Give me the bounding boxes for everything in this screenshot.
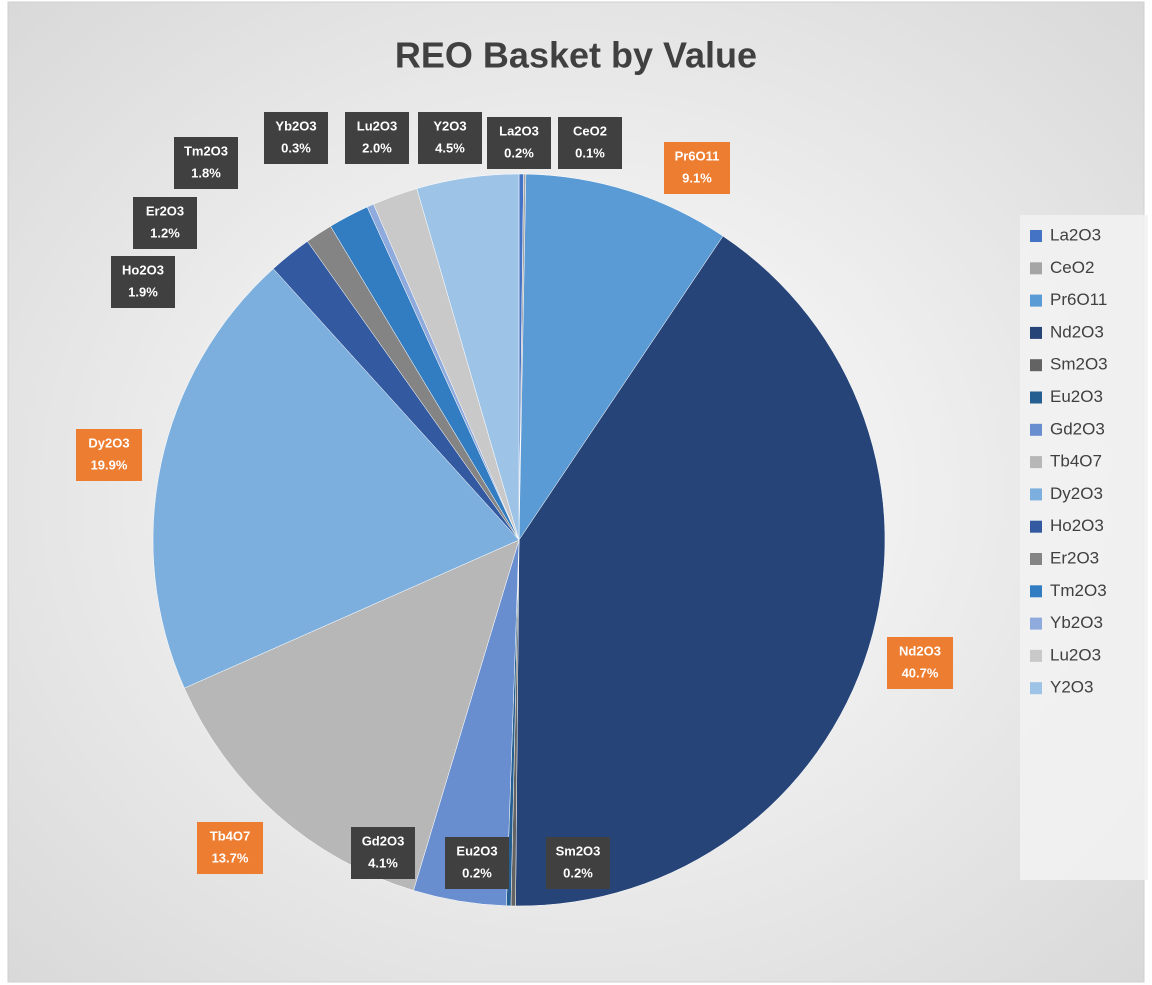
pie-slice — [152, 268, 520, 689]
data-label-value: 2.0% — [362, 140, 392, 155]
data-label-value: 1.8% — [191, 165, 221, 180]
data-label-box — [351, 827, 415, 879]
legend-label: Nd2O3 — [1050, 322, 1104, 341]
data-label-value: 4.1% — [368, 855, 398, 870]
legend-box — [1020, 215, 1148, 880]
legend-swatch — [1030, 423, 1042, 436]
data-label-box — [345, 112, 409, 164]
data-label-box — [197, 822, 263, 874]
data-label-box — [546, 837, 610, 889]
data-label-value: 4.5% — [435, 140, 465, 155]
legend-swatch — [1030, 585, 1042, 598]
data-label-name: Tm2O3 — [184, 143, 228, 158]
legend-swatch — [1030, 326, 1042, 339]
pie-slice — [515, 235, 886, 907]
data-label-box — [664, 142, 730, 194]
legend-swatch — [1030, 520, 1042, 533]
data-label-name: La2O3 — [499, 123, 539, 138]
legend-swatch — [1030, 262, 1042, 275]
data-label-name: Lu2O3 — [357, 118, 397, 133]
data-label-name: Er2O3 — [146, 203, 184, 218]
data-label-name: Pr6O11 — [675, 148, 720, 163]
data-label-value: 0.2% — [462, 865, 492, 880]
pie-slice — [416, 173, 520, 541]
legend-swatch — [1030, 488, 1042, 501]
data-label-name: Ho2O3 — [122, 262, 164, 277]
data-label-value: 9.1% — [682, 170, 712, 185]
legend-swatch — [1030, 456, 1042, 469]
data-label-value: 1.2% — [150, 225, 180, 240]
data-label-box — [558, 117, 622, 169]
data-label-value: 0.1% — [575, 145, 605, 160]
legend-label: Pr6O11 — [1050, 290, 1107, 309]
legend-label: Eu2O3 — [1050, 387, 1103, 406]
pie-slice — [183, 539, 520, 891]
legend-label: CeO2 — [1050, 258, 1094, 277]
data-label-box — [887, 637, 953, 689]
legend-swatch — [1030, 230, 1042, 242]
data-label-box — [133, 197, 197, 249]
data-label-name: Eu2O3 — [456, 843, 497, 858]
legend-swatch — [1030, 294, 1042, 307]
legend-label: Yb2O3 — [1050, 613, 1103, 632]
pie-slice — [518, 173, 724, 541]
data-label-value: 19.9% — [91, 457, 128, 472]
chart-title: REO Basket by Value — [395, 35, 757, 76]
data-label-box — [174, 137, 238, 189]
data-label-name: Tb4O7 — [210, 828, 250, 843]
data-label-value: 0.2% — [504, 145, 534, 160]
data-label-name: Sm2O3 — [556, 843, 601, 858]
legend-swatch — [1030, 553, 1042, 565]
data-label-value: 13.7% — [212, 850, 249, 865]
legend-label: Gd2O3 — [1050, 419, 1105, 438]
data-label-name: Nd2O3 — [899, 643, 941, 658]
data-label-value: 40.7% — [902, 665, 939, 680]
legend-swatch — [1030, 359, 1042, 372]
legend-label: Lu2O3 — [1050, 645, 1101, 664]
legend-swatch — [1030, 391, 1042, 404]
legend-label: La2O3 — [1050, 225, 1101, 244]
data-label-box — [264, 112, 328, 164]
data-label-value: 1.9% — [128, 284, 158, 299]
data-label-box — [445, 837, 509, 889]
data-label-box — [487, 117, 551, 169]
legend-label: Tb4O7 — [1050, 452, 1102, 471]
legend-swatch — [1030, 682, 1042, 695]
legend-swatch — [1030, 649, 1042, 662]
legend-label: Sm2O3 — [1050, 355, 1108, 374]
data-label-box — [76, 429, 142, 481]
data-label-box — [111, 256, 175, 308]
data-label-box — [418, 112, 482, 164]
data-label-value: 0.3% — [281, 140, 311, 155]
data-label-name: Gd2O3 — [362, 833, 405, 848]
legend-label: Dy2O3 — [1050, 484, 1103, 503]
data-label-name: CeO2 — [573, 123, 607, 138]
data-label-name: Dy2O3 — [88, 435, 129, 450]
legend-label: Tm2O3 — [1050, 581, 1107, 600]
legend-label: Er2O3 — [1050, 548, 1099, 567]
legend-swatch — [1030, 617, 1042, 630]
data-label-name: Y2O3 — [433, 118, 466, 133]
data-label-value: 0.2% — [563, 865, 593, 880]
legend-label: Y2O3 — [1050, 678, 1093, 697]
legend-label: Ho2O3 — [1050, 516, 1104, 535]
data-label-name: Yb2O3 — [275, 118, 316, 133]
